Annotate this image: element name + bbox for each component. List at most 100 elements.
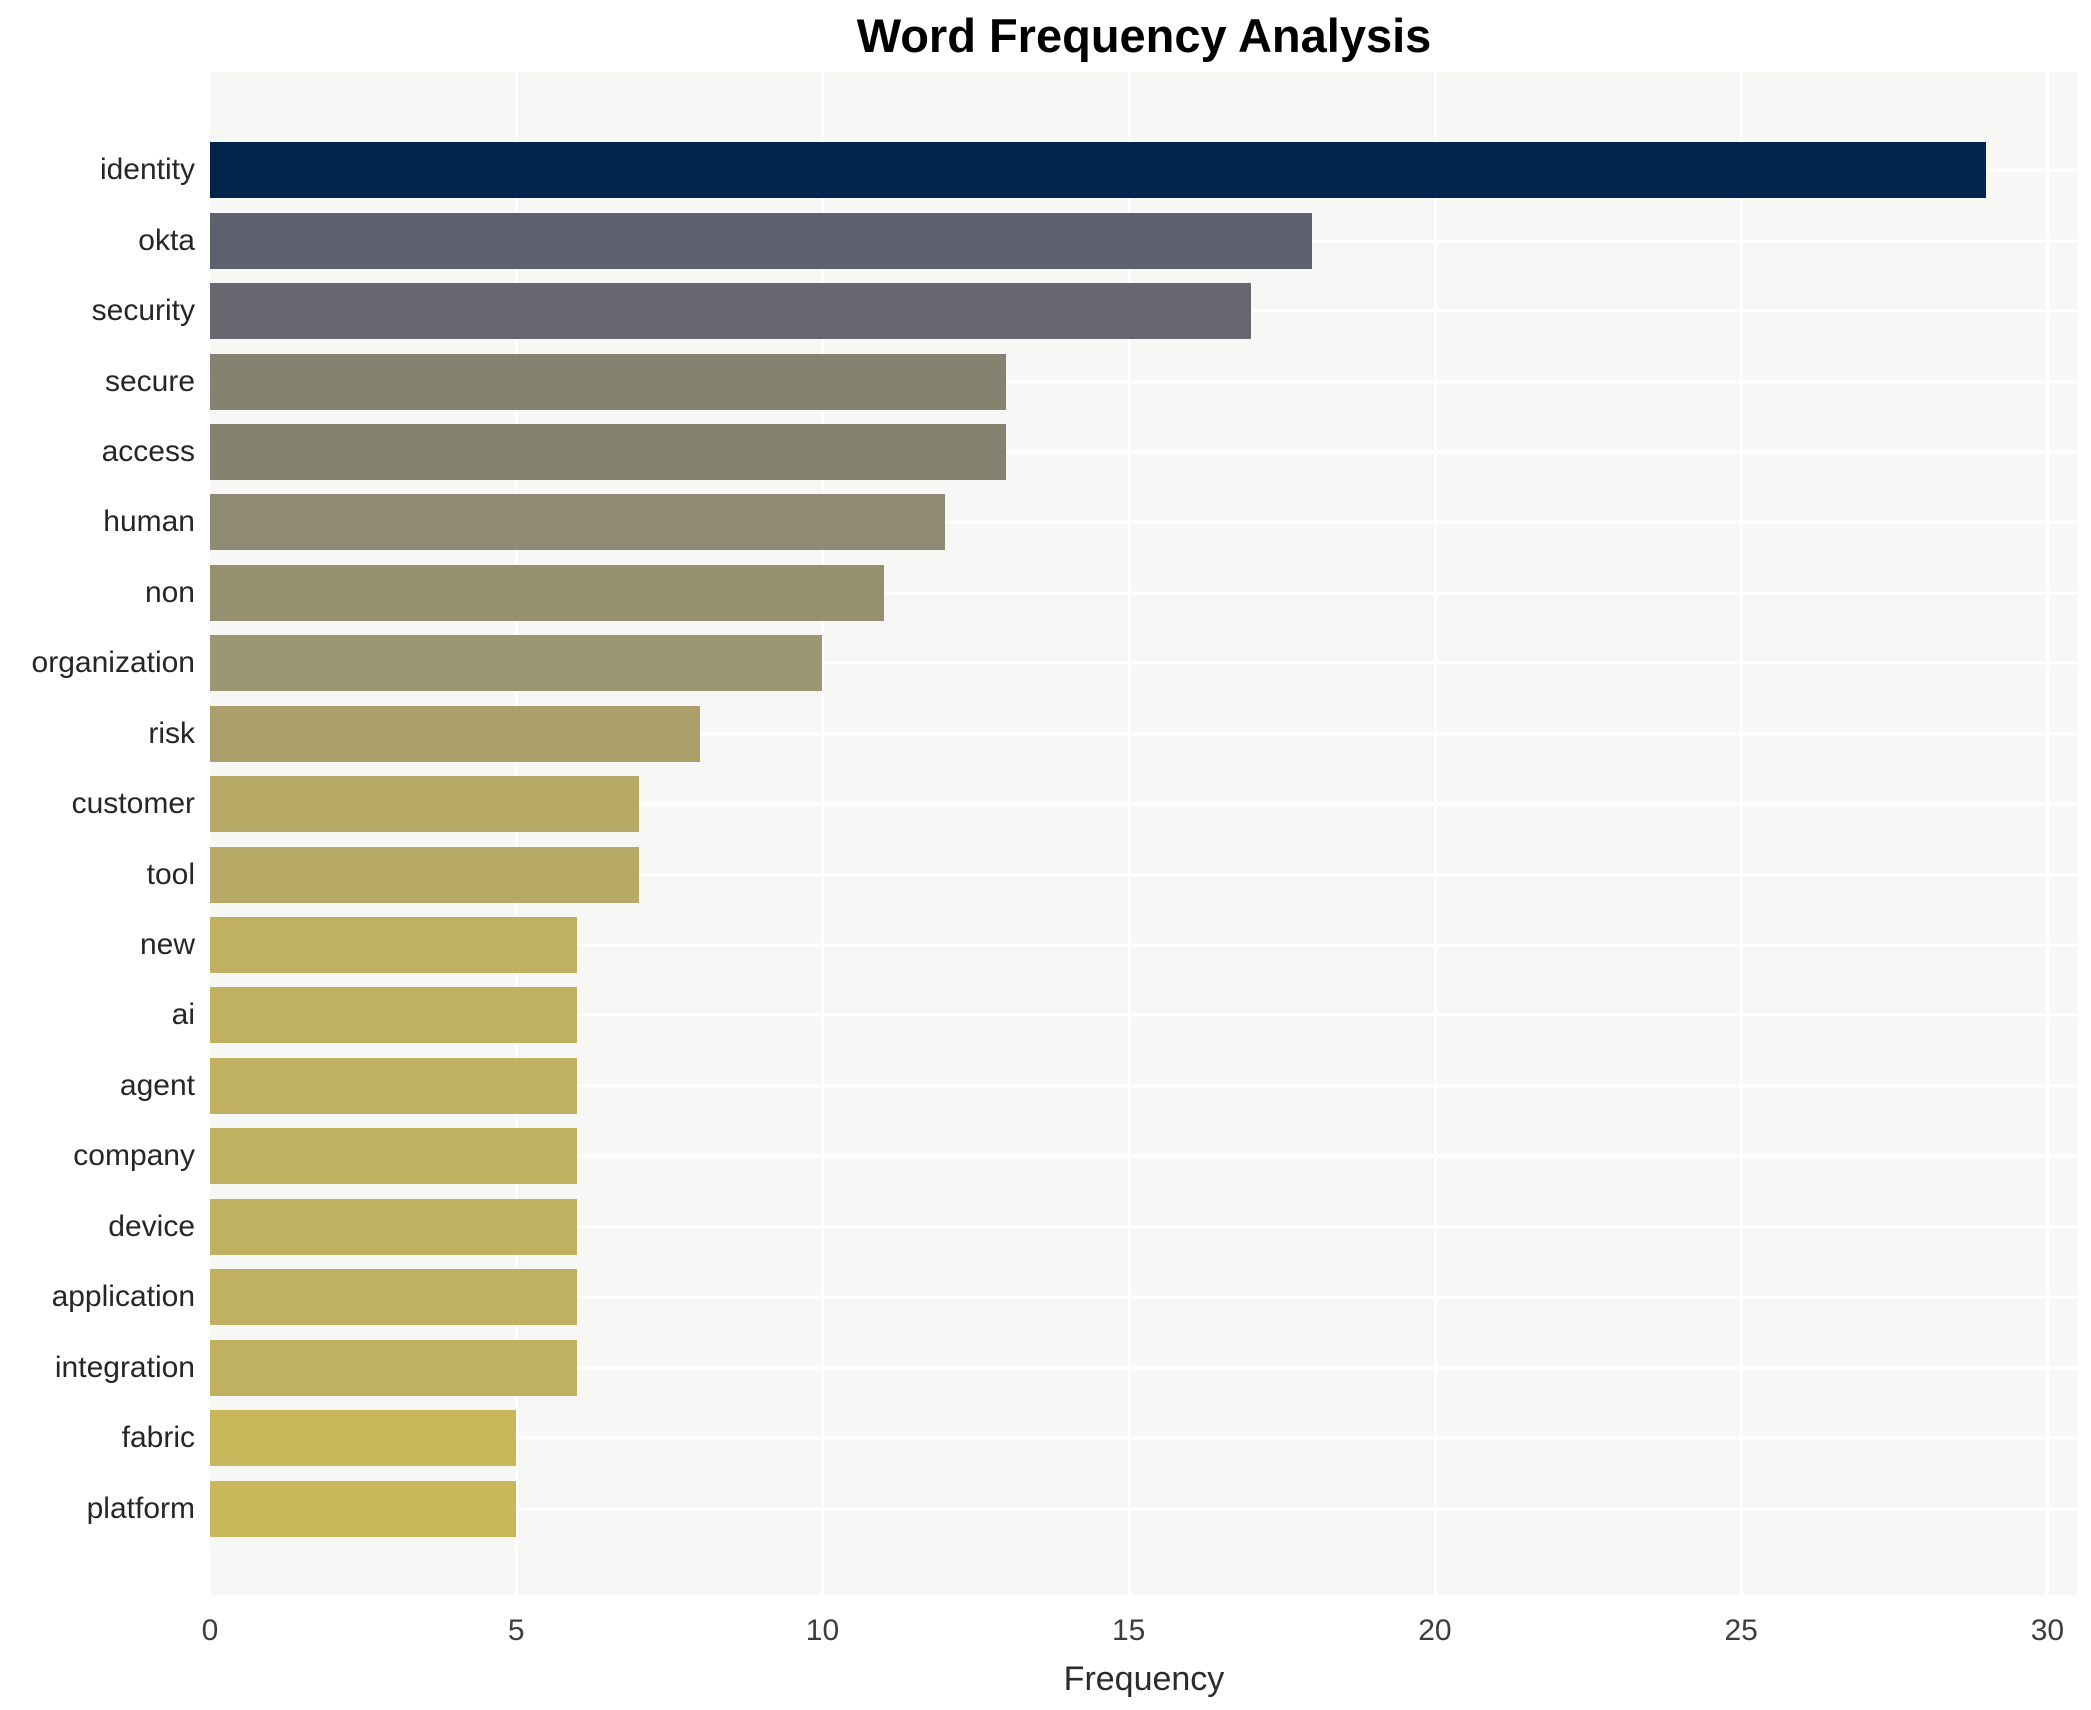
horizontal-gridline: [210, 802, 2078, 806]
bar-row: risk: [0, 699, 2091, 769]
horizontal-gridline: [210, 1366, 2078, 1370]
y-tick-label-ai: ai: [171, 998, 195, 1032]
bar-track: [210, 135, 2078, 205]
vertical-gridline: [1127, 72, 1131, 1595]
y-tick-label-risk: risk: [148, 716, 195, 750]
bar-track: [210, 1473, 2078, 1543]
horizontal-gridline: [210, 661, 2078, 665]
y-tick-label-tool: tool: [146, 857, 195, 891]
vertical-gridline: [821, 72, 825, 1595]
bar-secure: [210, 353, 1007, 410]
x-tick-label-15: 15: [1112, 1614, 1146, 1647]
bar-row: identity: [0, 135, 2091, 205]
horizontal-gridline: [210, 732, 2078, 736]
y-tick-label-human: human: [103, 505, 195, 539]
bar-track: [210, 1332, 2078, 1402]
horizontal-gridline: [210, 1507, 2078, 1511]
bar-track: [210, 346, 2078, 416]
bar-row: company: [0, 1121, 2091, 1191]
x-tick-label-0: 0: [201, 1614, 219, 1647]
bar-track: [210, 980, 2078, 1050]
bar-row: secure: [0, 346, 2091, 416]
bar-track: [210, 205, 2078, 275]
horizontal-gridline: [210, 520, 2078, 524]
bar-track: [210, 1051, 2078, 1121]
bar-row: okta: [0, 205, 2091, 275]
bar-row: non: [0, 558, 2091, 628]
y-tick-label-non: non: [144, 575, 195, 609]
bar-row: new: [0, 910, 2091, 980]
bar-risk: [210, 705, 700, 762]
bar-row: platform: [0, 1473, 2091, 1543]
y-tick-label-new: new: [139, 928, 195, 962]
bar-platform: [210, 1480, 517, 1537]
y-tick-label-device: device: [108, 1209, 195, 1243]
horizontal-gridline: [210, 591, 2078, 595]
bar-track: [210, 1192, 2078, 1262]
bar-track: [210, 558, 2078, 628]
vertical-gridline: [515, 72, 519, 1595]
vertical-gridline: [1433, 72, 1437, 1595]
horizontal-gridline: [210, 450, 2078, 454]
bar-row: customer: [0, 769, 2091, 839]
bar-company: [210, 1128, 578, 1185]
x-tick-label-30: 30: [2030, 1614, 2065, 1647]
bar-okta: [210, 212, 1313, 269]
bar-track: [210, 417, 2078, 487]
x-tick-label-25: 25: [1724, 1614, 1758, 1647]
bar-non: [210, 564, 884, 621]
horizontal-gridline: [210, 1013, 2078, 1017]
vertical-gridline: [2046, 72, 2050, 1595]
bar-row: tool: [0, 839, 2091, 909]
bar-security: [210, 283, 1252, 340]
bar-identity: [210, 142, 1987, 199]
horizontal-gridline: [210, 943, 2078, 947]
y-tick-label-platform: platform: [86, 1491, 195, 1525]
bar-integration: [210, 1339, 578, 1396]
y-tick-label-identity: identity: [99, 153, 195, 187]
bar-row: agent: [0, 1051, 2091, 1121]
bar-track: [210, 628, 2078, 698]
x-axis-ticks: 0 5 10 15 20 25 30: [202, 1614, 2078, 1654]
bar-row: access: [0, 417, 2091, 487]
bar-human: [210, 494, 945, 551]
bar-row: security: [0, 276, 2091, 346]
chart-title: Word Frequency Analysis: [856, 9, 1432, 62]
bar-fabric: [210, 1410, 517, 1467]
bar-agent: [210, 1057, 578, 1114]
y-tick-label-secure: secure: [104, 364, 195, 398]
bar-track: [210, 1262, 2078, 1332]
bar-ai: [210, 987, 578, 1044]
y-tick-label-company: company: [73, 1139, 195, 1173]
bar-row: device: [0, 1192, 2091, 1262]
bar-track: [210, 769, 2078, 839]
y-tick-label-organization: organization: [31, 646, 195, 680]
bar-tool: [210, 846, 639, 903]
horizontal-gridline: [210, 380, 2078, 384]
bar-track: [210, 1121, 2078, 1191]
rows: identity okta security secure access human non…: [0, 135, 2091, 1544]
bar-organization: [210, 635, 823, 692]
bar-device: [210, 1198, 578, 1255]
bar-track: [210, 699, 2078, 769]
bar-track: [210, 910, 2078, 980]
x-tick-label-20: 20: [1418, 1614, 1452, 1647]
bar-row: application: [0, 1262, 2091, 1332]
y-tick-label-application: application: [51, 1280, 195, 1314]
vertical-gridline: [1740, 72, 1744, 1595]
bar-new: [210, 917, 578, 974]
y-tick-label-integration: integration: [54, 1350, 195, 1384]
bar-track: [210, 276, 2078, 346]
bar-track: [210, 1403, 2078, 1473]
horizontal-gridline: [210, 1225, 2078, 1229]
horizontal-gridline: [210, 1154, 2078, 1158]
horizontal-gridline: [210, 1295, 2078, 1299]
bar-row: ai: [0, 980, 2091, 1050]
y-tick-label-access: access: [101, 434, 195, 468]
bar-row: fabric: [0, 1403, 2091, 1473]
bar-customer: [210, 776, 639, 833]
bar-row: human: [0, 487, 2091, 557]
bar-application: [210, 1269, 578, 1326]
bar-track: [210, 487, 2078, 557]
